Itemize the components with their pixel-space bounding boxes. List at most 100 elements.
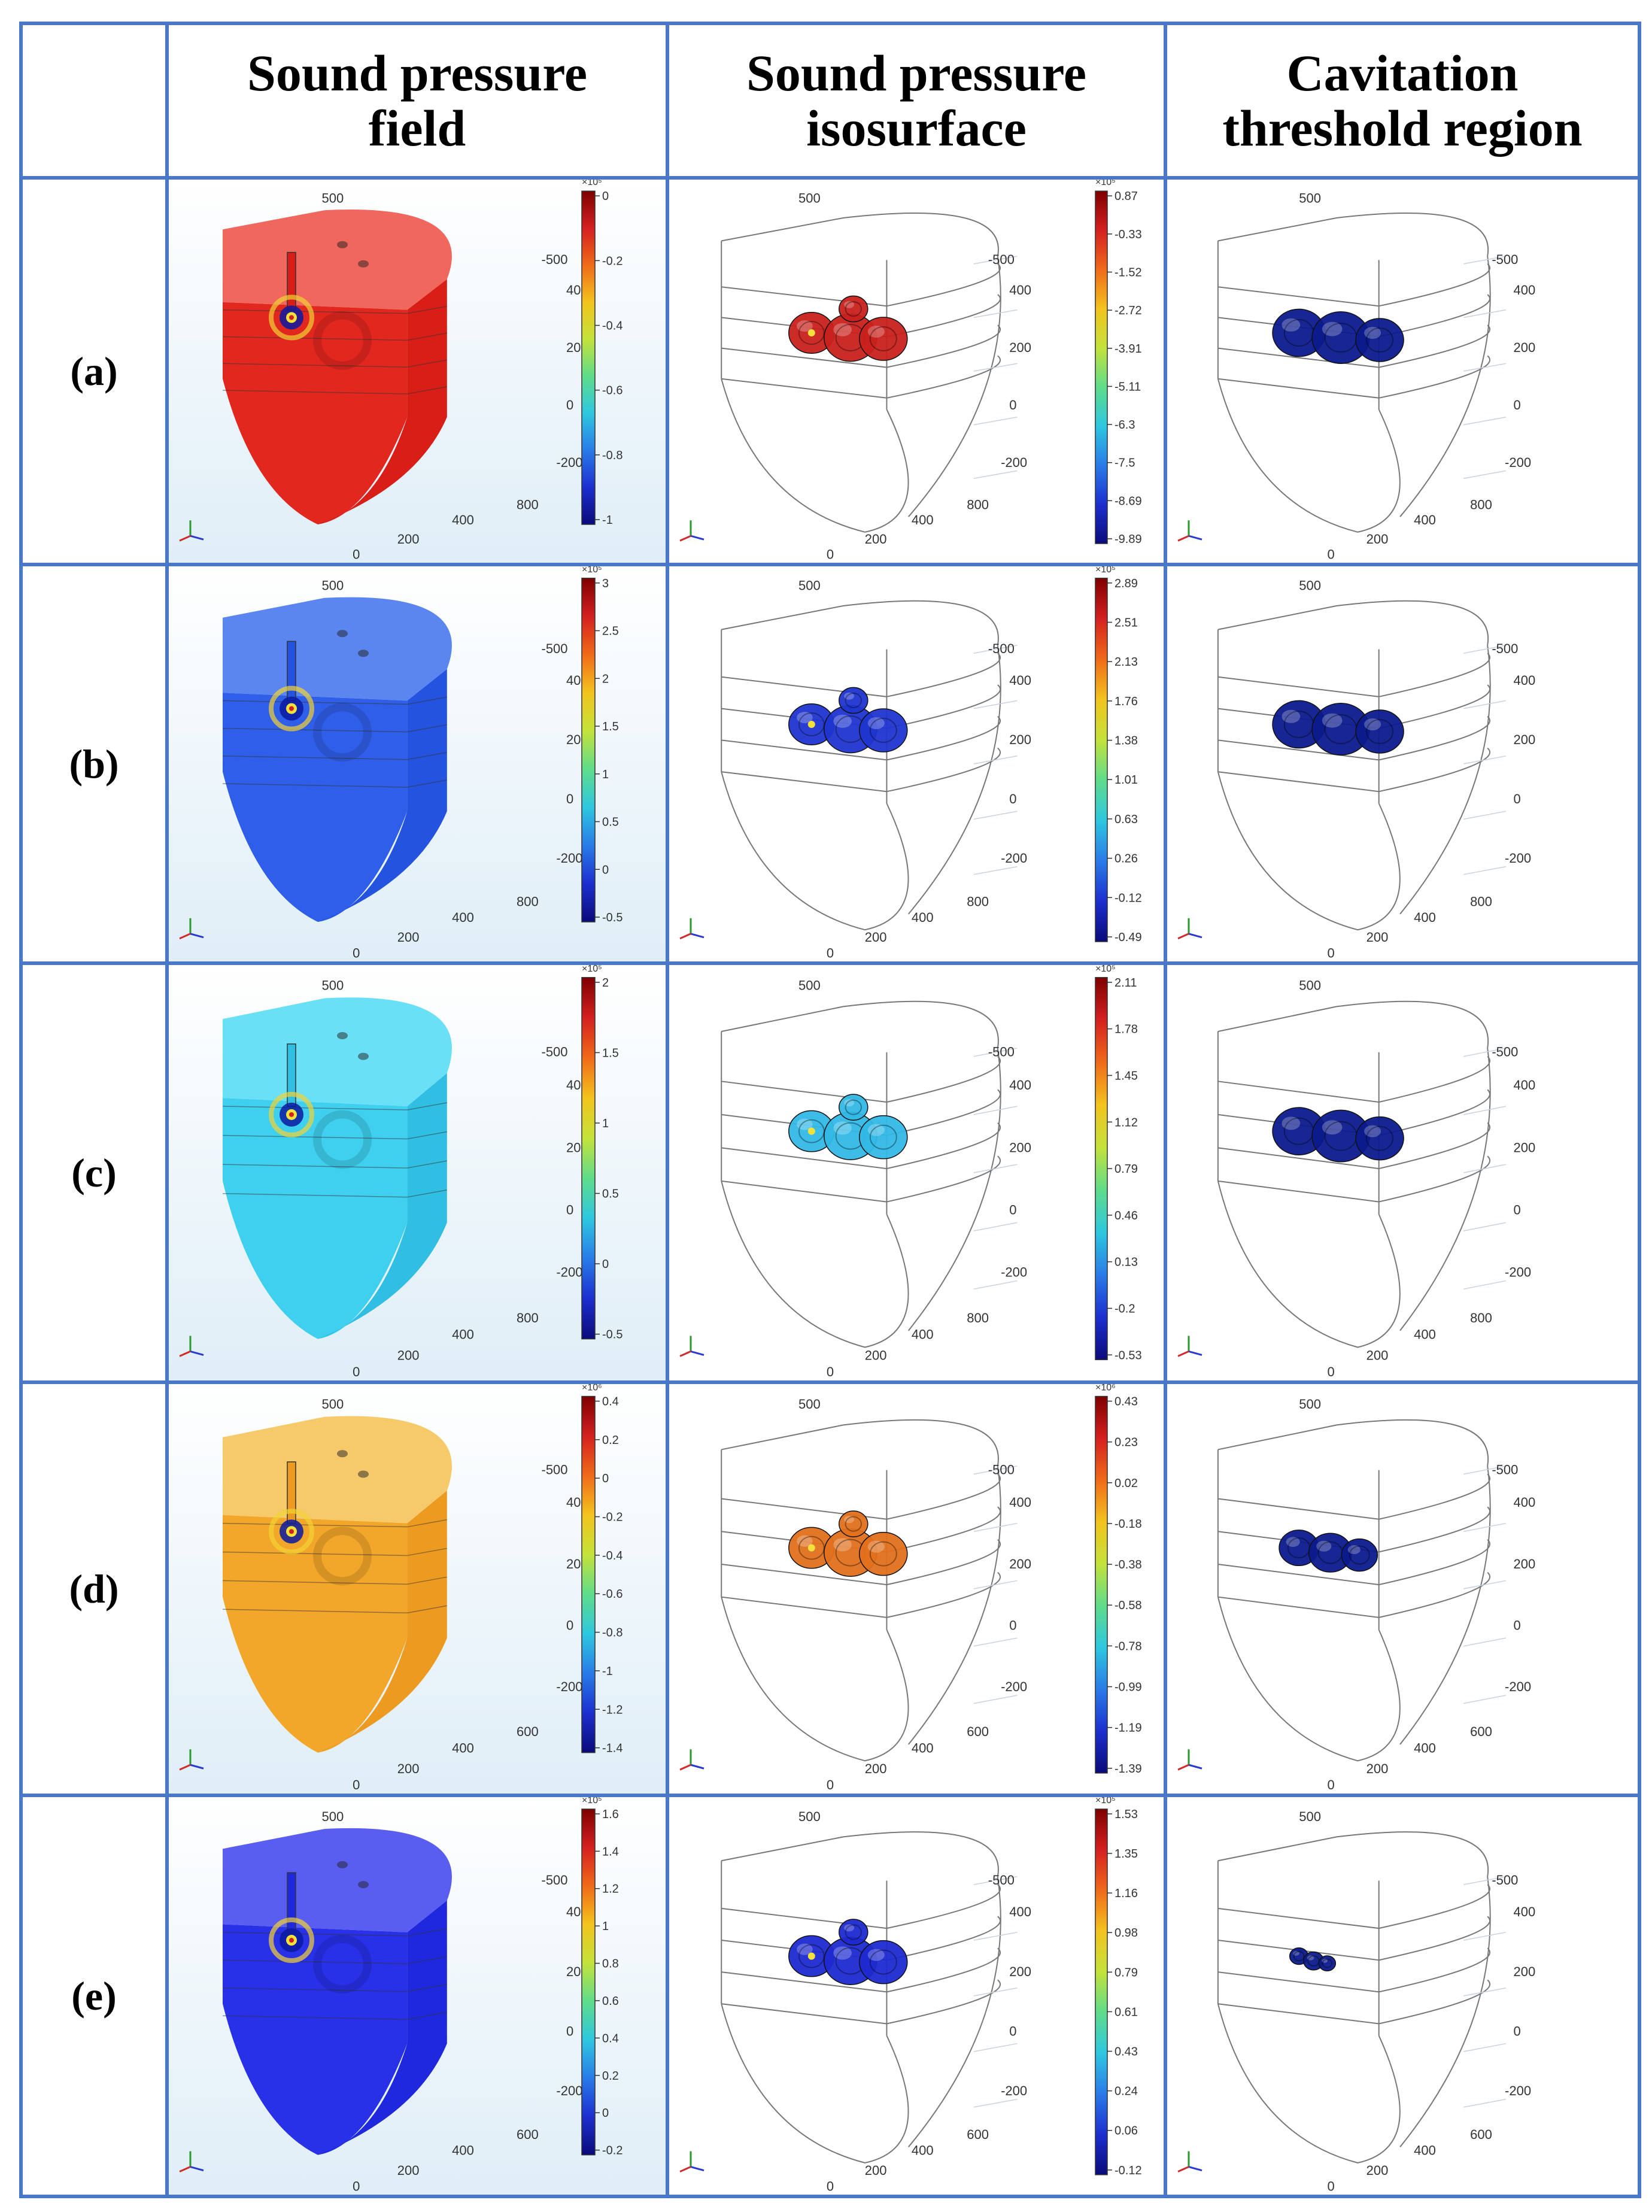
- axis-tick-r4: 0: [1009, 1202, 1016, 1217]
- colorbar-tick: 0.63: [1115, 813, 1138, 826]
- colorbar-tick: 0.79: [1115, 1966, 1138, 1979]
- probe-hole: [358, 1470, 369, 1478]
- axis-tick-top: 500: [798, 1397, 821, 1412]
- pressure-ring: [313, 1527, 372, 1586]
- axis-tick-r2: 400: [1513, 1904, 1535, 1919]
- axis-tick-d3: 200: [1366, 1761, 1389, 1776]
- colorbar-tick: 1: [602, 1920, 609, 1933]
- colorbar-exponent: ×10⁵: [582, 180, 602, 187]
- axis-tick-r5: -200: [1001, 1679, 1027, 1694]
- pressure-field-solid: [222, 597, 452, 922]
- colorbar-tick: 0.5: [602, 816, 619, 829]
- axis-tick-r1: -500: [542, 252, 568, 267]
- colorbar: ×10⁵ 2.89 2.51 2.13 1.76 1.38 1.01 0.63 0.26 -0.1…: [1095, 566, 1142, 944]
- grid-line-h2: [19, 563, 1641, 566]
- axis-tick-d2: 400: [912, 2143, 934, 2158]
- axis-tick-d1: 800: [967, 1310, 989, 1325]
- grid-line-v3: [1164, 22, 1167, 2198]
- sound-pressure-isosurface-panel: 500 -500 400 200 0 -200 800 400 200 0 ×10⁵ 2.11 1.78…: [669, 965, 1164, 1380]
- axis-tick-r4: 0: [1513, 398, 1520, 412]
- focal-point: [807, 1127, 815, 1135]
- grid-line-h5: [19, 1794, 1641, 1797]
- axis-tick-r1: -500: [542, 641, 568, 656]
- axis-tick-d4: 0: [1328, 945, 1335, 960]
- axis-tick-top: 500: [798, 578, 821, 593]
- colorbar-tick: -0.38: [1115, 1558, 1142, 1571]
- axis-triad-icon: [179, 1749, 204, 1771]
- axis-tick-r3: 200: [1513, 732, 1535, 747]
- axis-tick-d1: 600: [517, 2127, 539, 2142]
- axis-tick-d1: 600: [967, 2127, 989, 2142]
- axis-triad-icon: [1177, 918, 1202, 940]
- colorbar-tick: -0.5: [602, 911, 622, 924]
- axis-tick-r4: 0: [566, 2023, 573, 2038]
- probe-hole: [337, 1031, 348, 1039]
- colorbar-tick: 2: [602, 976, 609, 990]
- colorbar-tick: 0.5: [602, 1187, 619, 1200]
- axis-tick-d1: 800: [967, 497, 989, 512]
- axis-tick-r4: 0: [566, 791, 573, 806]
- colorbar-exponent: ×10⁵: [1095, 180, 1116, 187]
- probe-hole: [337, 241, 348, 248]
- isosurface-blob: [859, 708, 908, 752]
- colorbar-gradient: [1095, 1395, 1108, 1774]
- colorbar-tick: 0.79: [1115, 1163, 1138, 1176]
- colorbar-tick: 0: [602, 190, 609, 203]
- axis-tick-d4: 0: [353, 2178, 360, 2193]
- colorbar-tick: 0.6: [602, 1995, 619, 2008]
- header-line-2: isosurface: [806, 99, 1027, 157]
- axis-labels: 500 -500 400 200 0 -200 600 400 200 0: [1299, 1397, 1535, 1792]
- axis-triad-icon: [179, 1336, 204, 1357]
- axis-tick-d1: 800: [517, 1310, 539, 1325]
- colorbar-tick: -1.52: [1115, 266, 1142, 279]
- colorbar-gradient: [1095, 977, 1108, 1361]
- sound-pressure-field-panel: 500 -500 400 200 0 -200 800 400 200 0 ×10⁵ 3 2.5 2 1.5…: [169, 566, 666, 961]
- colorbar-exponent: ×10⁵: [1095, 1797, 1116, 1806]
- axis-triad-icon: [679, 1336, 704, 1357]
- transducer-probe: [287, 1872, 296, 1933]
- axis-tick-d4: 0: [353, 1777, 360, 1792]
- colorbar: ×10⁵ 1.53 1.35 1.16 0.98 0.79 0.61 0.43 0.24 0.06…: [1095, 1797, 1142, 2177]
- axis-triad-icon: [679, 918, 704, 940]
- axis-tick-r5: -200: [1505, 2083, 1531, 2098]
- header-line-2: threshold region: [1222, 99, 1583, 157]
- focal-hotspot: [269, 1091, 314, 1137]
- colorbar-tick: -1.4: [602, 1742, 622, 1755]
- grid-line-right: [1638, 22, 1641, 2198]
- colorbar-tick: 0.8: [602, 1958, 619, 1971]
- axis-tick-d2: 400: [452, 1741, 474, 1756]
- axis-tick-r5: -200: [1001, 455, 1027, 470]
- isosurface-blob: [859, 1940, 908, 1985]
- axis-tick-r4: 0: [566, 1618, 573, 1633]
- axis-tick-d4: 0: [827, 1777, 834, 1792]
- header-line-1: Sound pressure: [247, 44, 587, 102]
- axis-triad-icon: [1177, 1749, 1202, 1771]
- axis-triad-icon: [179, 2151, 204, 2172]
- axis-tick-r1: -500: [988, 252, 1015, 267]
- axis-triad-icon: [1177, 520, 1202, 542]
- pressure-ring: [313, 1934, 372, 1993]
- axis-tick-top: 500: [322, 190, 344, 205]
- transducer-probe: [287, 641, 296, 702]
- axis-tick-d4: 0: [1328, 2178, 1335, 2193]
- colorbar-tick: 1.6: [602, 1808, 619, 1821]
- colorbar-tick: 2.11: [1115, 976, 1137, 990]
- colorbar-tick: 1: [602, 768, 609, 781]
- colorbar-gradient: [581, 977, 596, 1340]
- axis-labels: 500 -500 400 200 0 -200 800 400 200 0: [1299, 578, 1535, 961]
- cavitation-region: [1341, 1538, 1378, 1572]
- axis-tick-r4: 0: [1009, 2023, 1016, 2038]
- colorbar-tick: 0.06: [1115, 2125, 1138, 2138]
- axis-tick-r5: -200: [1505, 455, 1531, 470]
- axis-tick-d4: 0: [827, 945, 834, 960]
- axis-tick-d3: 200: [397, 2163, 420, 2178]
- colorbar-tick: 0.4: [602, 2032, 619, 2045]
- axis-tick-r2: 400: [1513, 1078, 1535, 1093]
- axis-tick-d3: 200: [865, 1761, 887, 1776]
- pressure-ring: [313, 703, 372, 762]
- colorbar-tick: -0.2: [1115, 1302, 1135, 1315]
- pressure-field-solid: [222, 210, 452, 524]
- axis-tick-r3: 200: [1009, 340, 1031, 355]
- cavitation-region: [1308, 1533, 1353, 1573]
